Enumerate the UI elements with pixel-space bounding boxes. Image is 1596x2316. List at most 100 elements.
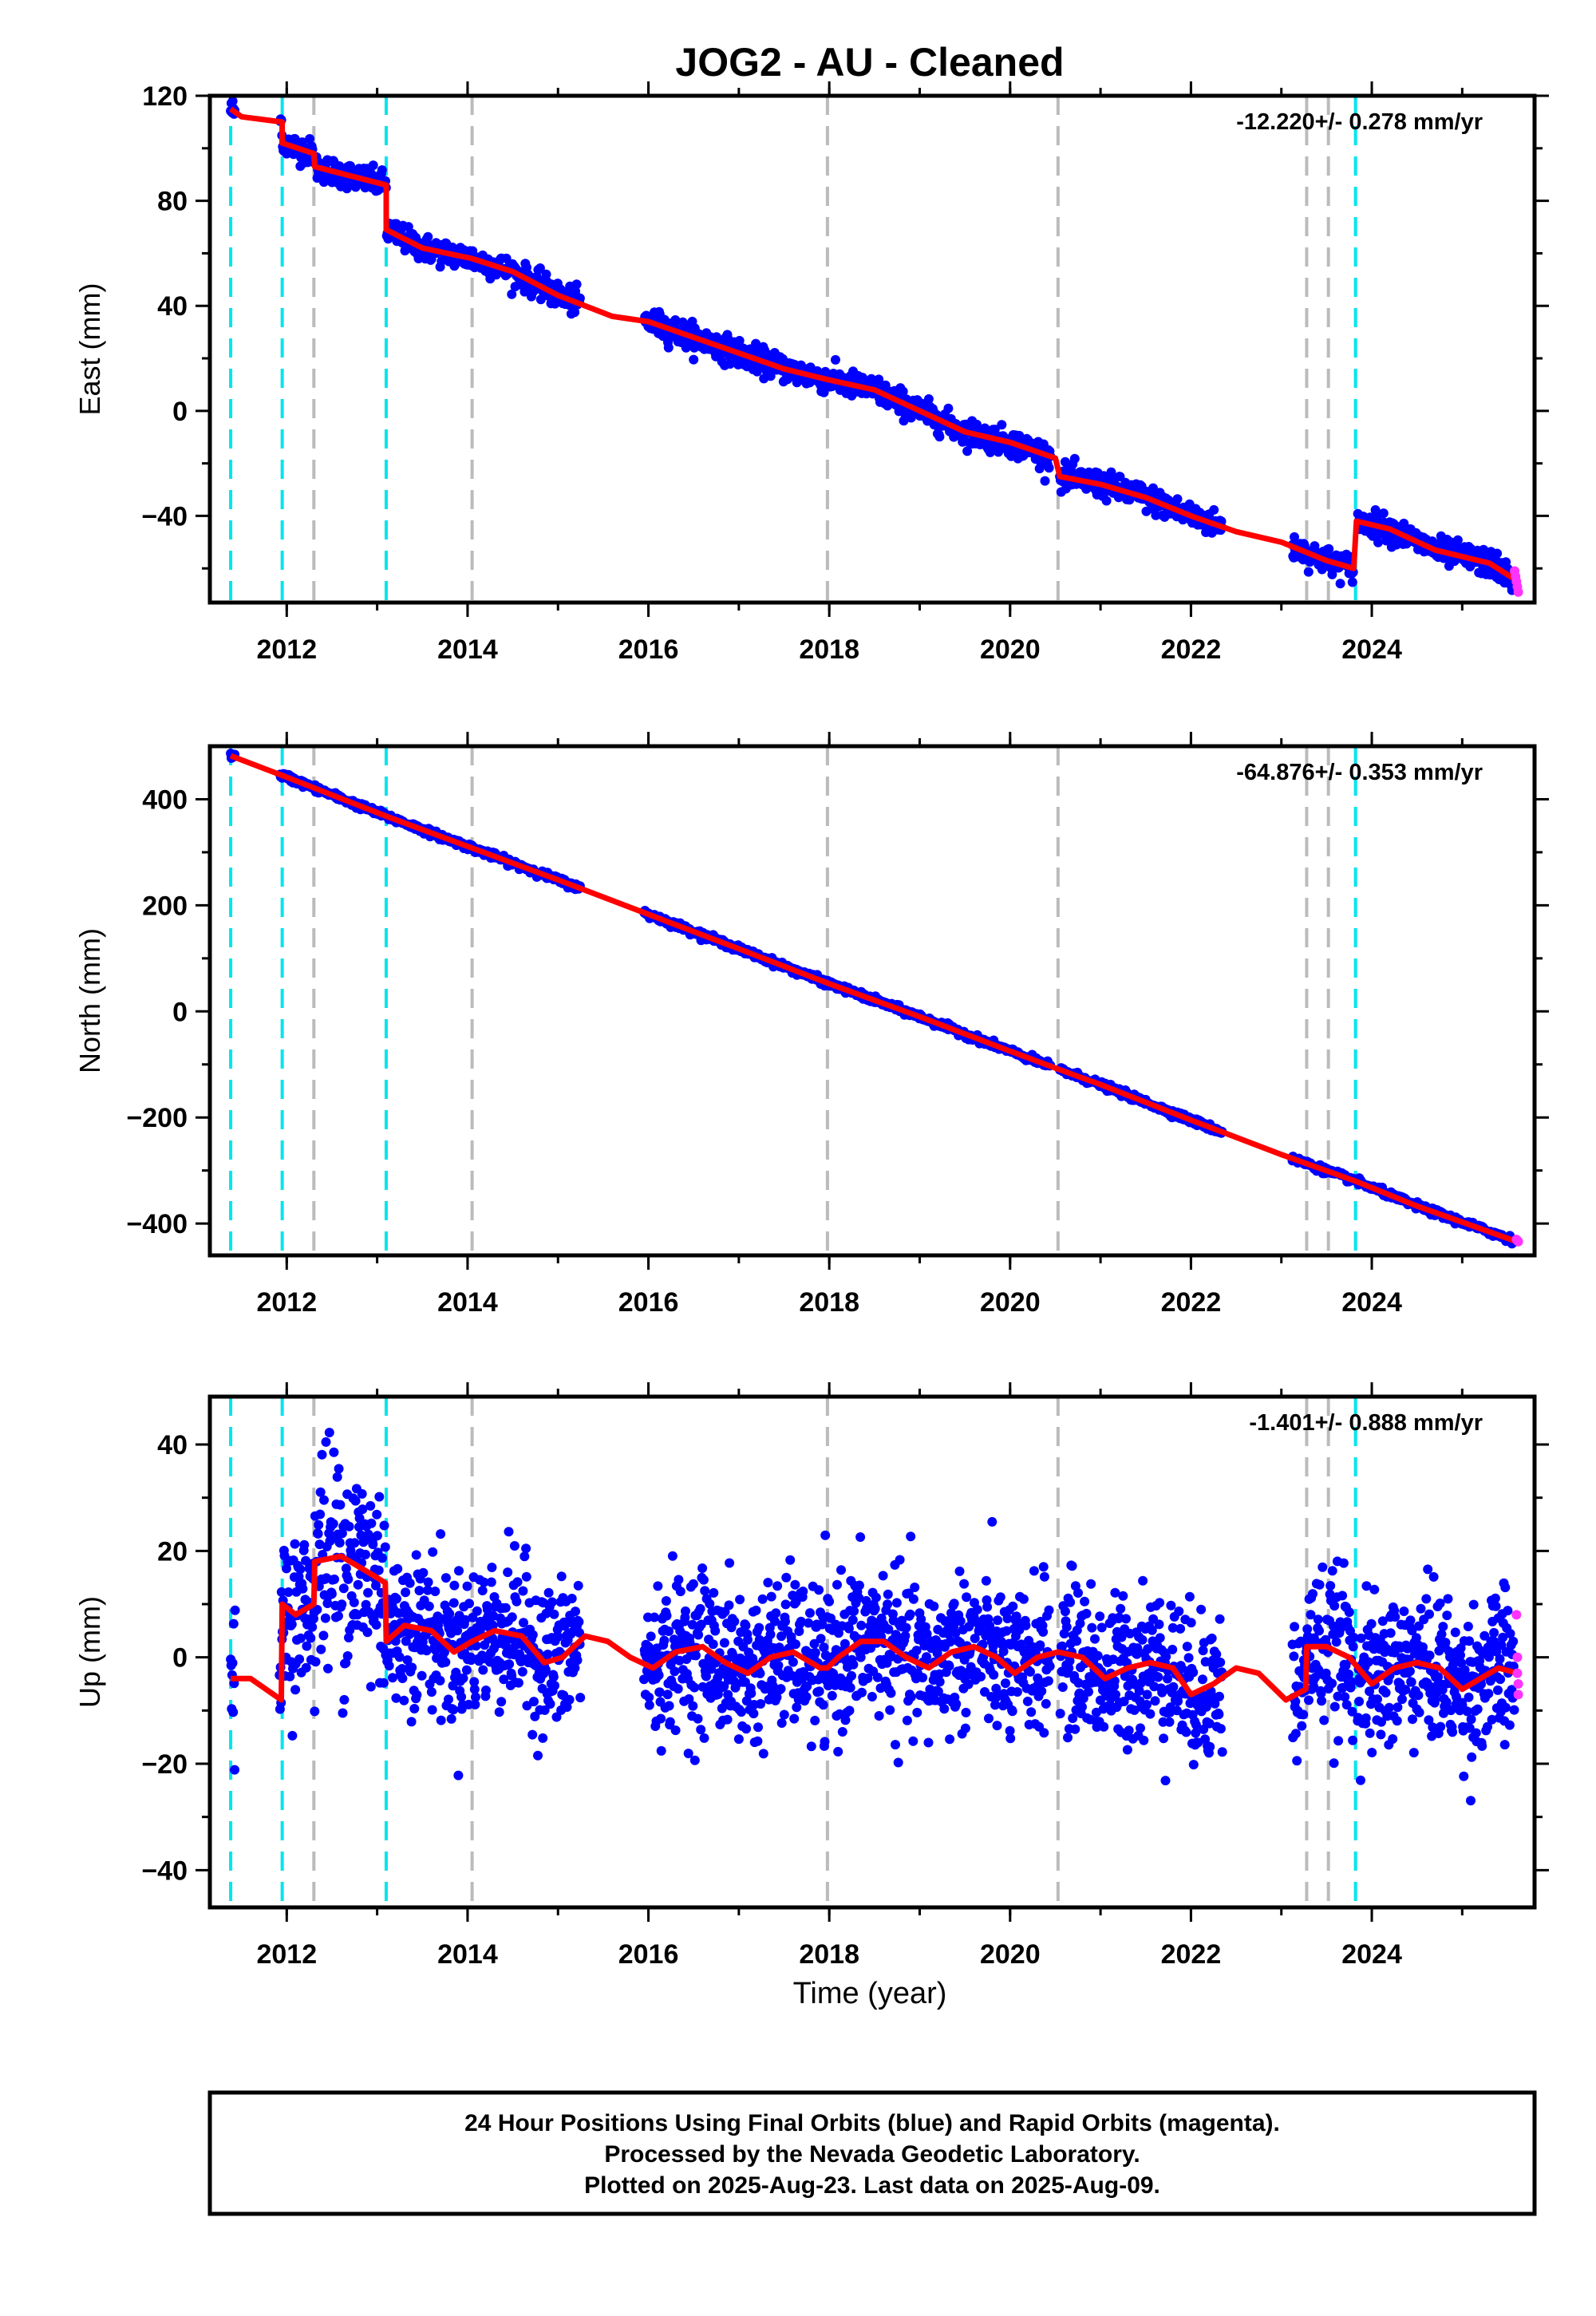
final-point	[831, 354, 840, 365]
panel-2: 2012 2014 2016 2018 2020 2022 20244002000−200−…	[73, 732, 1549, 1318]
final-point	[314, 1520, 324, 1530]
final-point	[349, 1597, 359, 1607]
final-point	[753, 1722, 763, 1733]
final-point	[923, 394, 934, 404]
final-point	[344, 1633, 354, 1642]
x-tick-label: 2020	[980, 634, 1041, 665]
final-point	[448, 1705, 459, 1715]
final-point	[472, 1606, 482, 1616]
final-point	[757, 1594, 768, 1604]
final-point	[1172, 494, 1183, 504]
final-point	[885, 1705, 895, 1715]
final-point	[806, 1741, 816, 1752]
final-point	[1209, 504, 1219, 515]
x-tick-label: 2018	[799, 634, 859, 665]
final-point	[871, 1592, 881, 1603]
final-point	[816, 1634, 826, 1644]
final-point	[849, 1606, 859, 1616]
panel-frame	[207, 744, 1537, 1258]
final-point	[1044, 1605, 1054, 1615]
final-point	[820, 1737, 830, 1747]
final-point	[814, 1585, 824, 1595]
final-point	[384, 1661, 394, 1671]
final-point	[981, 1575, 991, 1586]
final-point	[646, 1631, 656, 1642]
final-point	[741, 1724, 752, 1734]
final-point	[954, 1566, 965, 1576]
final-point	[571, 279, 582, 290]
final-point	[440, 1647, 449, 1658]
final-point	[665, 1717, 675, 1727]
final-point	[1092, 1650, 1103, 1661]
final-point	[312, 1604, 322, 1614]
final-point	[543, 1650, 553, 1659]
final-point	[1001, 1626, 1012, 1636]
final-point	[776, 1718, 787, 1728]
final-point	[772, 1581, 783, 1591]
final-point	[1045, 1661, 1055, 1671]
final-point	[673, 1684, 683, 1694]
final-point	[1060, 456, 1070, 467]
final-point	[950, 1628, 961, 1638]
final-point	[374, 1492, 385, 1502]
final-point	[1063, 1733, 1073, 1743]
final-point	[669, 1634, 679, 1645]
final-point	[697, 1682, 708, 1692]
final-point	[929, 1601, 939, 1611]
final-point	[423, 1585, 433, 1595]
final-point	[836, 1565, 846, 1575]
final-point	[696, 1619, 706, 1630]
final-point	[1065, 1656, 1075, 1666]
final-point	[906, 1531, 916, 1542]
final-point	[689, 354, 699, 365]
final-point	[417, 1670, 427, 1681]
final-point	[905, 1609, 915, 1619]
final-point	[372, 1531, 382, 1541]
final-point	[891, 1740, 900, 1750]
final-point	[922, 1652, 931, 1662]
final-point	[476, 1622, 487, 1632]
final-point	[1001, 1678, 1010, 1689]
final-point	[287, 1730, 298, 1741]
final-point	[735, 1595, 745, 1605]
final-point	[845, 1682, 855, 1693]
final-point	[693, 1713, 703, 1724]
final-point	[934, 1677, 945, 1687]
final-point	[827, 1690, 837, 1701]
final-point	[664, 1626, 674, 1636]
final-point	[339, 1694, 350, 1705]
final-point	[837, 1727, 847, 1737]
final-point	[1029, 1566, 1039, 1576]
final-point	[1365, 512, 1375, 523]
final-point	[371, 1580, 381, 1591]
y-axis-label: East (mm)	[73, 283, 106, 416]
final-point	[519, 1618, 528, 1628]
final-point	[765, 371, 776, 381]
final-point	[350, 1496, 361, 1506]
final-point	[541, 269, 551, 279]
final-point	[771, 1608, 781, 1618]
final-point	[471, 1692, 480, 1702]
final-point	[801, 1692, 812, 1702]
final-point	[817, 1619, 828, 1630]
final-point	[872, 1672, 883, 1682]
final-point	[972, 1604, 982, 1614]
final-point	[482, 1604, 492, 1614]
y-tick-label: 80	[157, 187, 188, 217]
final-point	[737, 1707, 746, 1717]
final-point	[353, 1579, 363, 1590]
final-point	[574, 1617, 584, 1627]
final-point	[788, 1657, 798, 1667]
final-point	[972, 419, 982, 429]
final-point	[575, 1627, 584, 1638]
final-point	[891, 1598, 902, 1608]
final-point	[409, 1704, 420, 1713]
final-point	[697, 1563, 708, 1573]
final-point	[572, 1655, 583, 1666]
final-point	[663, 342, 674, 353]
final-point	[675, 1587, 685, 1597]
final-point	[521, 1571, 531, 1582]
final-point	[1005, 1725, 1015, 1736]
final-point	[378, 1678, 389, 1688]
final-point	[487, 1563, 497, 1572]
